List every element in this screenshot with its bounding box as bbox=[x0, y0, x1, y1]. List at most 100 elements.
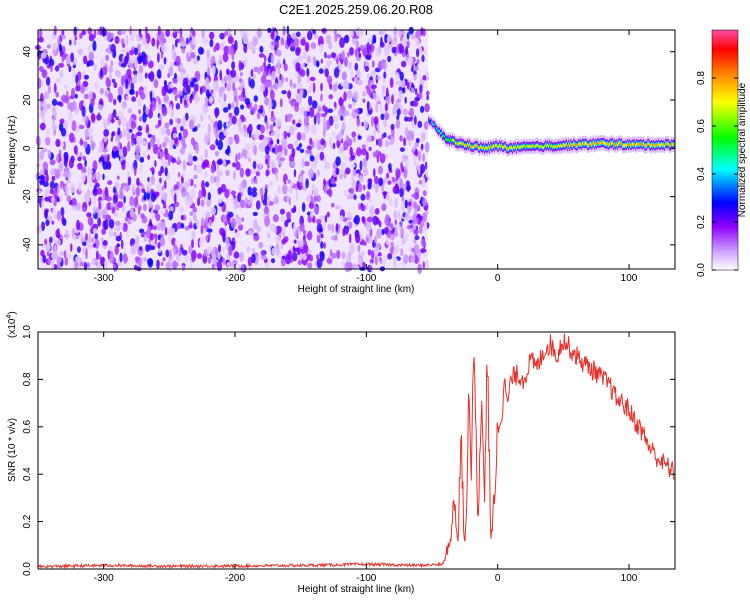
noise-speck bbox=[61, 29, 65, 36]
band-core bbox=[465, 144, 467, 147]
noise-speck bbox=[397, 223, 401, 231]
noise-speck bbox=[334, 234, 338, 242]
noise-speck bbox=[343, 110, 350, 117]
noise-speck bbox=[276, 118, 282, 127]
noise-speck bbox=[287, 113, 293, 119]
noise-speck bbox=[228, 112, 233, 119]
band-core bbox=[480, 145, 482, 148]
noise-speck bbox=[381, 91, 386, 98]
noise-speck bbox=[418, 179, 423, 185]
noise-speck bbox=[304, 41, 310, 53]
noise-speck bbox=[47, 149, 52, 159]
noise-speck bbox=[401, 30, 406, 36]
noise-speck bbox=[413, 161, 418, 167]
noise-speck bbox=[396, 98, 401, 103]
noise-speck bbox=[117, 111, 124, 120]
noise-speck bbox=[209, 144, 216, 151]
noise-speck bbox=[390, 134, 395, 144]
noise-speck bbox=[312, 56, 317, 62]
noise-speck bbox=[259, 187, 264, 196]
band-core bbox=[581, 143, 583, 147]
band-core bbox=[671, 142, 673, 146]
noise-speck bbox=[385, 141, 389, 147]
noise-speck bbox=[138, 109, 142, 115]
noise-speck bbox=[391, 94, 394, 105]
noise-speck bbox=[61, 53, 65, 63]
band-core bbox=[500, 145, 502, 148]
noise-speck bbox=[190, 93, 194, 100]
noise-speck bbox=[92, 160, 98, 171]
noise-speck bbox=[57, 228, 60, 237]
noise-speck bbox=[40, 249, 45, 257]
noise-speck bbox=[71, 205, 77, 212]
noise-speck bbox=[350, 163, 356, 168]
noise-speck bbox=[168, 65, 174, 77]
noise-speck bbox=[179, 95, 183, 105]
noise-speck bbox=[173, 184, 179, 191]
band-core bbox=[549, 143, 551, 147]
x-tick-label: 0 bbox=[495, 573, 501, 584]
noise-speck bbox=[74, 259, 78, 270]
band-core bbox=[626, 144, 628, 147]
noise-speck bbox=[214, 108, 219, 119]
noise-speck bbox=[213, 80, 219, 91]
noise-speck bbox=[273, 82, 279, 91]
noise-speck bbox=[362, 98, 366, 103]
band-core bbox=[457, 141, 459, 145]
noise-speck bbox=[169, 205, 174, 213]
noise-speck bbox=[237, 152, 241, 161]
noise-speck bbox=[64, 256, 69, 266]
noise-speck bbox=[164, 180, 167, 189]
noise-speck bbox=[145, 230, 151, 238]
noise-speck bbox=[269, 195, 272, 200]
noise-speck bbox=[84, 74, 89, 80]
noise-speck bbox=[51, 98, 58, 106]
noise-speck bbox=[95, 250, 99, 261]
band-core bbox=[614, 142, 616, 146]
noise-speck bbox=[381, 203, 387, 212]
noise-speck bbox=[280, 208, 285, 215]
noise-speck bbox=[179, 71, 186, 77]
noise-speck bbox=[38, 36, 44, 43]
noise-speck bbox=[93, 184, 97, 193]
band-core bbox=[442, 134, 444, 138]
noise-speck bbox=[225, 82, 232, 92]
noise-speck bbox=[351, 263, 358, 269]
band-core bbox=[663, 143, 665, 147]
noise-speck bbox=[87, 243, 93, 250]
noise-speck bbox=[108, 246, 113, 252]
noise-speck bbox=[425, 209, 429, 216]
noise-speck bbox=[128, 128, 133, 133]
band-core bbox=[533, 144, 535, 148]
noise-speck bbox=[58, 43, 63, 52]
noise-speck bbox=[210, 164, 216, 174]
band-core bbox=[566, 142, 568, 146]
noise-speck bbox=[104, 122, 107, 131]
noise-speck bbox=[217, 251, 221, 260]
band-core bbox=[521, 145, 523, 149]
noise-speck bbox=[399, 135, 403, 142]
noise-speck bbox=[308, 168, 314, 179]
noise-speck bbox=[105, 54, 109, 62]
noise-speck bbox=[231, 115, 237, 125]
noise-speck bbox=[150, 192, 156, 202]
noise-speck bbox=[80, 84, 85, 94]
figure-title: C2E1.2025.259.06.20.R08 bbox=[279, 2, 433, 17]
noise-speck bbox=[288, 125, 295, 136]
noise-speck bbox=[324, 214, 328, 223]
noise-speck bbox=[179, 41, 186, 47]
y-tick-label: 20 bbox=[22, 94, 33, 106]
noise-speck bbox=[135, 90, 139, 98]
band-core bbox=[535, 144, 537, 148]
snr-panel: -300 -200 -100 0 100 0.00.20.40.60.81.0 Heig… bbox=[6, 311, 676, 595]
noise-speck bbox=[422, 28, 426, 37]
noise-speck bbox=[317, 116, 321, 125]
noise-speck bbox=[133, 159, 138, 171]
noise-speck bbox=[394, 219, 397, 226]
band-core bbox=[437, 128, 439, 132]
noise-speck bbox=[104, 90, 109, 97]
noise-speck bbox=[196, 123, 201, 129]
noise-speck bbox=[418, 150, 422, 162]
band-core bbox=[445, 137, 447, 141]
noise-speck bbox=[205, 181, 210, 188]
